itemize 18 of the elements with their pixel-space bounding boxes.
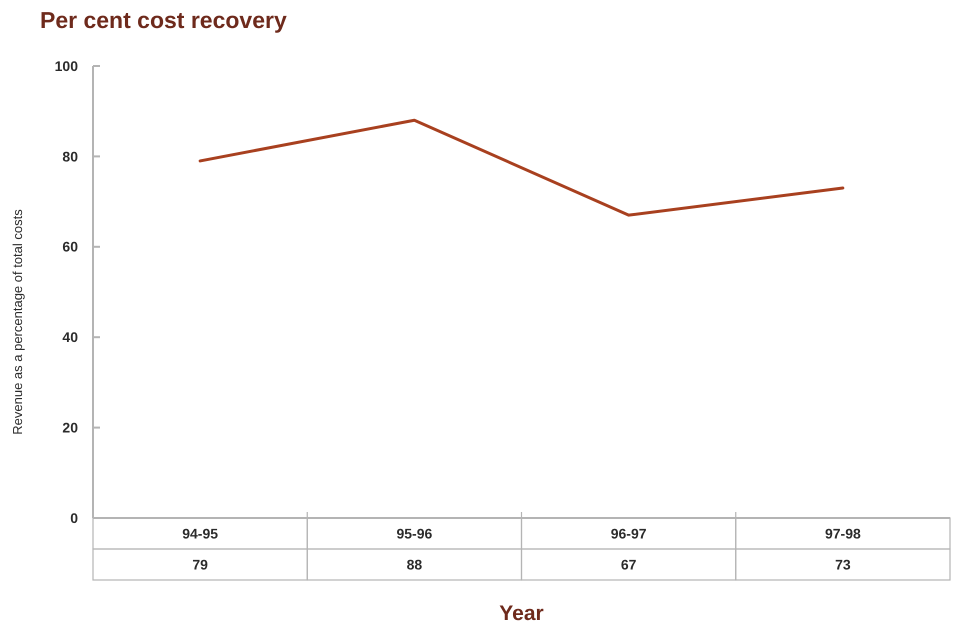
x-axis-title: Year [499, 602, 544, 625]
line-series [198, 118, 844, 217]
x-tick-label: 95-96 [396, 525, 432, 542]
x-tick-label: 97-98 [824, 525, 861, 542]
data-label: 88 [406, 556, 422, 572]
y-tick-label: 60 [62, 238, 78, 255]
y-tick-label: 40 [62, 329, 78, 346]
y-tick-label: 0 [70, 510, 78, 526]
y-axis-title: Revenue as a percentage of total costs [10, 208, 25, 435]
y-tick-label: 80 [62, 148, 78, 164]
data-label: 73 [835, 556, 851, 572]
data-label: 79 [192, 556, 208, 572]
x-tick-label: 94-95 [182, 525, 218, 542]
y-tick-label: 100 [54, 58, 78, 74]
chart-title: Per cent cost recovery [40, 7, 287, 33]
data-label: 67 [620, 556, 637, 572]
y-tick-label: 20 [62, 420, 78, 436]
x-tick-label: 96-97 [610, 525, 647, 542]
